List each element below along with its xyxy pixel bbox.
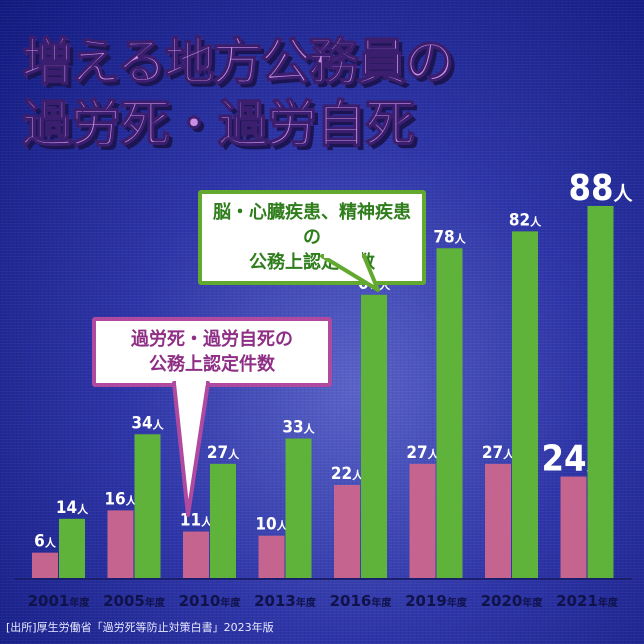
pink-callout-line-2: 公務上認定件数	[149, 354, 275, 375]
data-label-pink-2013: 10人	[255, 515, 288, 535]
x-tick-label-2005: 2005年度	[103, 592, 166, 610]
data-label-pink-2019: 27人	[406, 443, 439, 463]
bar-green-2005	[134, 434, 161, 578]
x-tick-label-2020: 2020年度	[481, 592, 544, 610]
data-label-green-2010: 27人	[207, 443, 240, 463]
green-callout-line-2: 公務上認定件数	[249, 252, 375, 273]
data-label-green-2001: 14人	[56, 498, 89, 518]
x-tick-label-2021: 2021年度	[556, 592, 619, 610]
bar-pink-2019	[409, 463, 436, 578]
data-label-green-2019: 78人	[433, 227, 466, 247]
bar-green-2001	[59, 518, 85, 578]
x-tick-label-2001: 2001年度	[28, 592, 91, 610]
bar-green-2020	[512, 231, 538, 578]
data-label-green-2020: 82人	[509, 210, 542, 230]
data-label-green-2013: 33人	[282, 418, 315, 438]
green-callout-pointer	[320, 250, 380, 292]
x-tick-label-2016: 2016年度	[330, 592, 393, 610]
bar-pink-2005	[107, 510, 134, 578]
bar-pink-2013	[258, 535, 285, 578]
title-line-1: 増える地方公務員の	[21, 32, 455, 92]
data-label-pink-2016: 22人	[331, 464, 364, 484]
data-label-pink-2020: 27人	[482, 443, 515, 463]
pink-callout-line-1: 過労死・過労自死の	[131, 329, 293, 350]
data-label-pink-2010: 11人	[180, 511, 213, 531]
bar-pink-2016	[334, 485, 360, 578]
source-note: [出所]厚生労働省「過労死等防止対策白書」2023年版	[6, 621, 274, 634]
bar-green-2013	[285, 438, 312, 578]
data-label-pink-2005: 16人	[104, 489, 137, 509]
bar-pink-2021	[560, 476, 587, 578]
bar-pink-2010	[183, 531, 209, 578]
green-callout-line-1: 脳・心臓疾患、精神疾患の	[213, 202, 411, 248]
x-tick-label-2013: 2013年度	[254, 592, 317, 610]
x-tick-label-2019: 2019年度	[405, 592, 468, 610]
title-line-2: 過労死・過労自死	[21, 94, 416, 154]
bar-pink-2020	[485, 463, 511, 578]
bar-green-2021	[587, 206, 614, 578]
bar-green-2016	[361, 294, 387, 578]
pink-series-callout: 過労死・過労自死の 公務上認定件数	[92, 317, 332, 517]
data-label-green-2005: 34人	[131, 413, 164, 433]
bar-pink-2001	[32, 552, 58, 578]
bar-green-2010	[210, 463, 236, 578]
pink-callout-pointer	[172, 377, 210, 517]
data-label-pink-2001: 6人	[34, 532, 57, 552]
data-label-green-2021: 88人	[568, 168, 633, 209]
x-tick-label-2010: 2010年度	[179, 592, 242, 610]
bar-green-2019	[436, 248, 463, 579]
green-series-callout: 脳・心臓疾患、精神疾患の 公務上認定件数	[198, 190, 426, 292]
